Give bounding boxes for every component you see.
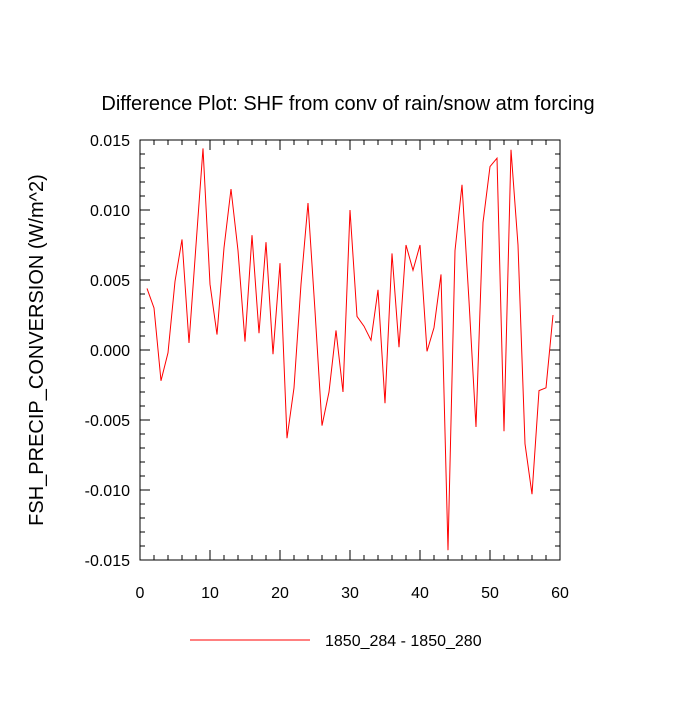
y-tick-label: -0.005 [85, 413, 130, 430]
legend-label: 1850_284 - 1850_280 [325, 633, 482, 650]
axis-ticks: 0 10 20 30 40 50 60 0.015 0.010 0.005 0.000 -0.005 -… [85, 133, 569, 602]
y-tick-label: -0.010 [85, 483, 130, 500]
x-tick-label: 0 [136, 585, 145, 602]
x-tick-label: 50 [481, 585, 499, 602]
legend: 1850_284 - 1850_280 [190, 633, 482, 650]
x-tick-label: 10 [201, 585, 219, 602]
x-tick-label: 20 [271, 585, 289, 602]
series-line [146, 148, 554, 551]
x-tick-label: 30 [341, 585, 359, 602]
y-tick-label: 0.015 [90, 133, 130, 150]
y-tick-label: 0.000 [90, 343, 130, 360]
x-tick-label: 60 [551, 585, 569, 602]
x-tick-label: 40 [411, 585, 429, 602]
plot-frame [139, 139, 561, 561]
y-tick-label: -0.015 [85, 553, 130, 570]
series-layer [146, 148, 554, 551]
y-tick-label: 0.005 [90, 273, 130, 290]
y-axis-label: FSH_PRECIP_CONVERSION (W/m^2) [26, 174, 48, 526]
y-tick-label: 0.010 [90, 203, 130, 220]
chart-title: Difference Plot: SHF from conv of rain/s… [101, 93, 594, 115]
